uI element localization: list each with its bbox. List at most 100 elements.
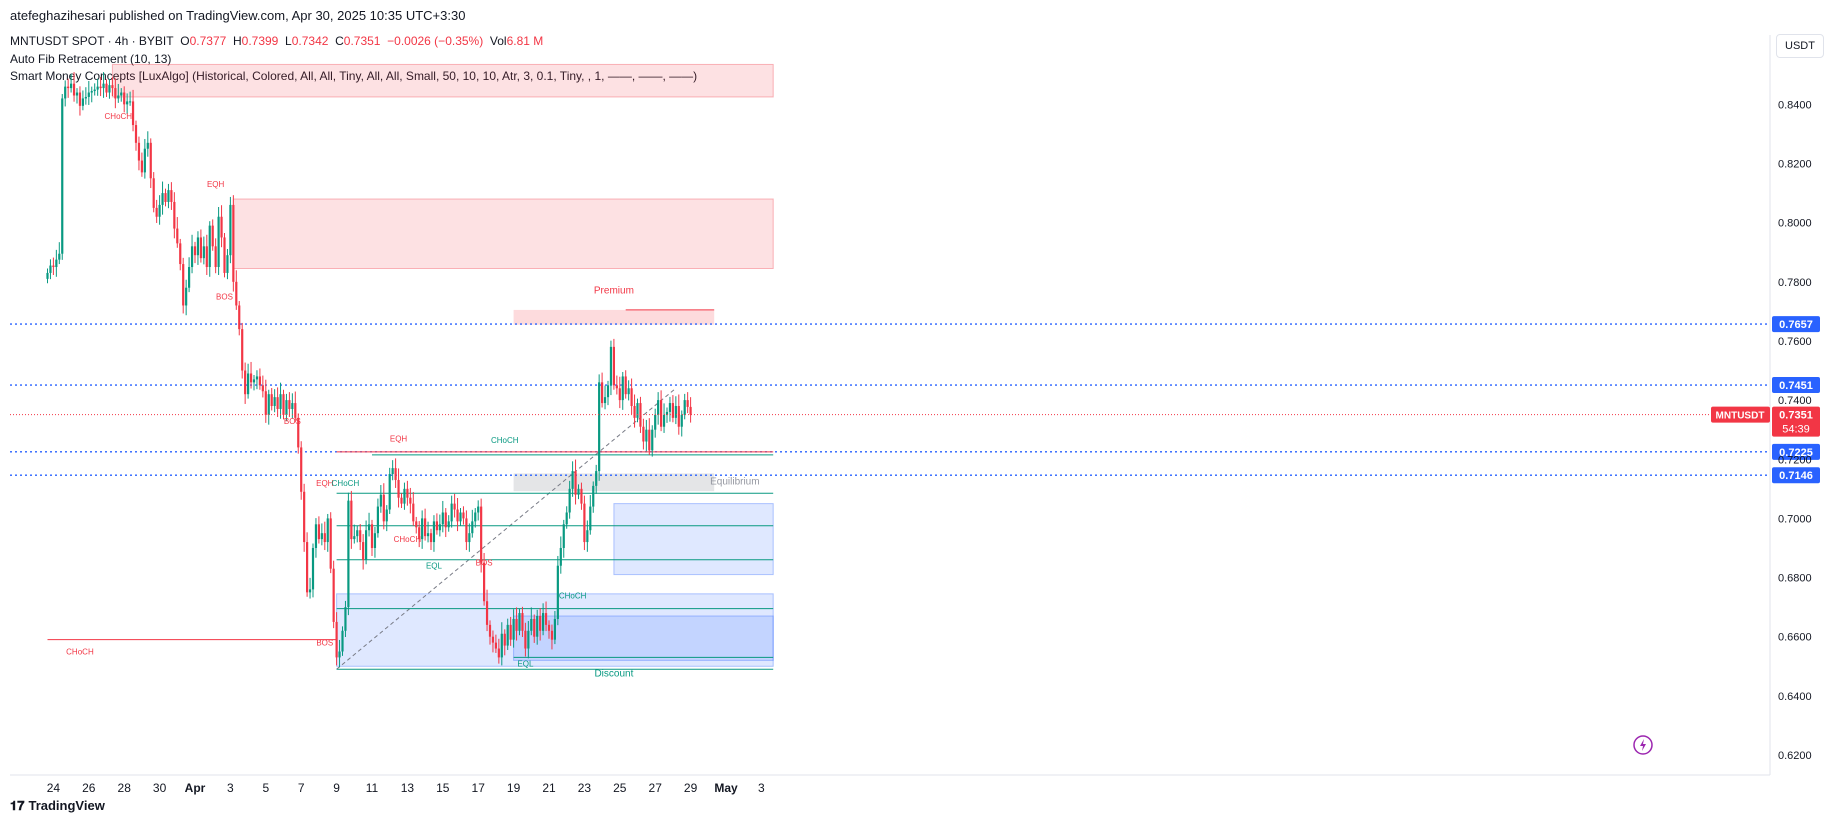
high-key: H bbox=[232, 34, 242, 48]
low-value: 0.7342 bbox=[291, 34, 329, 48]
candle-body bbox=[397, 479, 400, 498]
candle-body bbox=[129, 101, 132, 103]
candle bbox=[453, 493, 456, 518]
x-tick-label: 11 bbox=[366, 781, 379, 795]
last-price-label: 0.7351 bbox=[1779, 410, 1813, 422]
candle-body bbox=[400, 497, 403, 504]
candle bbox=[273, 389, 276, 413]
candle bbox=[332, 560, 335, 629]
y-tick-label: 0.7600 bbox=[1778, 336, 1812, 348]
candle bbox=[483, 553, 486, 606]
candle-body bbox=[208, 225, 211, 268]
candle-body bbox=[677, 406, 680, 427]
candle-body bbox=[131, 101, 135, 126]
symbol-title[interactable]: MNTUSDT SPOT · 4h · BYBIT bbox=[10, 34, 174, 48]
candle bbox=[553, 610, 556, 645]
candle bbox=[500, 622, 503, 666]
candle bbox=[462, 506, 465, 525]
candle-body bbox=[539, 616, 542, 631]
candle-body bbox=[190, 246, 194, 268]
candle bbox=[93, 83, 96, 96]
candle-body bbox=[323, 533, 326, 543]
candle-body bbox=[102, 83, 105, 89]
candle-body bbox=[432, 521, 436, 543]
candle-body bbox=[244, 370, 247, 395]
candle-body bbox=[152, 178, 155, 208]
candle bbox=[152, 172, 155, 213]
candle bbox=[648, 418, 651, 455]
candle bbox=[562, 519, 565, 558]
currency-button[interactable]: USDT bbox=[1776, 34, 1824, 58]
candle-body bbox=[261, 385, 264, 392]
candle-body bbox=[288, 400, 291, 409]
x-tick-label: 3 bbox=[227, 781, 234, 795]
candle bbox=[630, 378, 633, 415]
candle-body bbox=[497, 648, 500, 658]
candle bbox=[190, 234, 194, 274]
candle bbox=[353, 524, 356, 544]
candle-body bbox=[665, 411, 669, 415]
candle-body bbox=[297, 417, 300, 448]
candle-body bbox=[264, 391, 267, 415]
candle-body bbox=[598, 382, 601, 472]
candle bbox=[441, 500, 444, 533]
x-tick-label: 13 bbox=[401, 781, 415, 795]
candle bbox=[373, 526, 377, 558]
candle-body bbox=[426, 533, 430, 537]
y-tick-label: 0.7000 bbox=[1778, 513, 1812, 525]
candle bbox=[167, 183, 170, 209]
candle bbox=[270, 387, 273, 411]
candle-body bbox=[303, 491, 306, 543]
candle-body bbox=[81, 98, 84, 106]
candle-body bbox=[421, 518, 424, 540]
symbol-badge-label: MNTUSDT bbox=[1716, 411, 1765, 422]
candle-body bbox=[574, 471, 577, 495]
candle-body bbox=[158, 204, 161, 217]
candle-body bbox=[90, 91, 93, 93]
candle-body bbox=[223, 237, 226, 273]
x-tick-label: 17 bbox=[472, 781, 486, 795]
candle bbox=[134, 120, 138, 151]
candle-body bbox=[188, 267, 191, 288]
candle-body bbox=[477, 506, 480, 513]
candle-body bbox=[217, 216, 220, 268]
candle-body bbox=[592, 485, 595, 507]
candle-body bbox=[382, 494, 385, 522]
candle bbox=[680, 410, 683, 437]
candle-body bbox=[176, 228, 179, 244]
candle-body bbox=[370, 524, 374, 548]
candle bbox=[249, 361, 253, 389]
candle-body bbox=[444, 512, 447, 528]
candle-body bbox=[586, 530, 589, 543]
candle-body bbox=[662, 414, 666, 427]
candle bbox=[99, 76, 102, 97]
candle-body bbox=[58, 253, 61, 260]
candle bbox=[683, 393, 686, 420]
candle-body bbox=[67, 86, 70, 89]
candle-body bbox=[114, 88, 117, 99]
candle-body bbox=[515, 618, 518, 631]
candle bbox=[657, 392, 660, 425]
structure-label: BOS bbox=[284, 417, 301, 426]
candle bbox=[624, 370, 627, 399]
candle bbox=[255, 370, 259, 390]
candle bbox=[665, 407, 669, 423]
candle-body bbox=[338, 651, 341, 658]
structure-label: Discount bbox=[594, 669, 633, 680]
candle bbox=[137, 136, 141, 171]
candle-body bbox=[341, 630, 344, 652]
candle bbox=[362, 534, 365, 570]
indicator-smc-legend[interactable]: Smart Money Concepts [LuxAlgo] (Historic… bbox=[10, 69, 697, 83]
candle bbox=[677, 394, 680, 435]
y-tick-label: 0.8000 bbox=[1778, 218, 1812, 230]
candle bbox=[117, 83, 120, 103]
candle bbox=[176, 217, 179, 248]
candle-body bbox=[671, 403, 674, 418]
candle-body bbox=[379, 494, 382, 507]
candle bbox=[341, 626, 344, 656]
candle-body bbox=[317, 524, 320, 540]
indicator-fib-legend[interactable]: Auto Fib Retracement (10, 13) bbox=[10, 52, 172, 66]
candle bbox=[244, 362, 247, 404]
candle-body bbox=[117, 95, 120, 99]
